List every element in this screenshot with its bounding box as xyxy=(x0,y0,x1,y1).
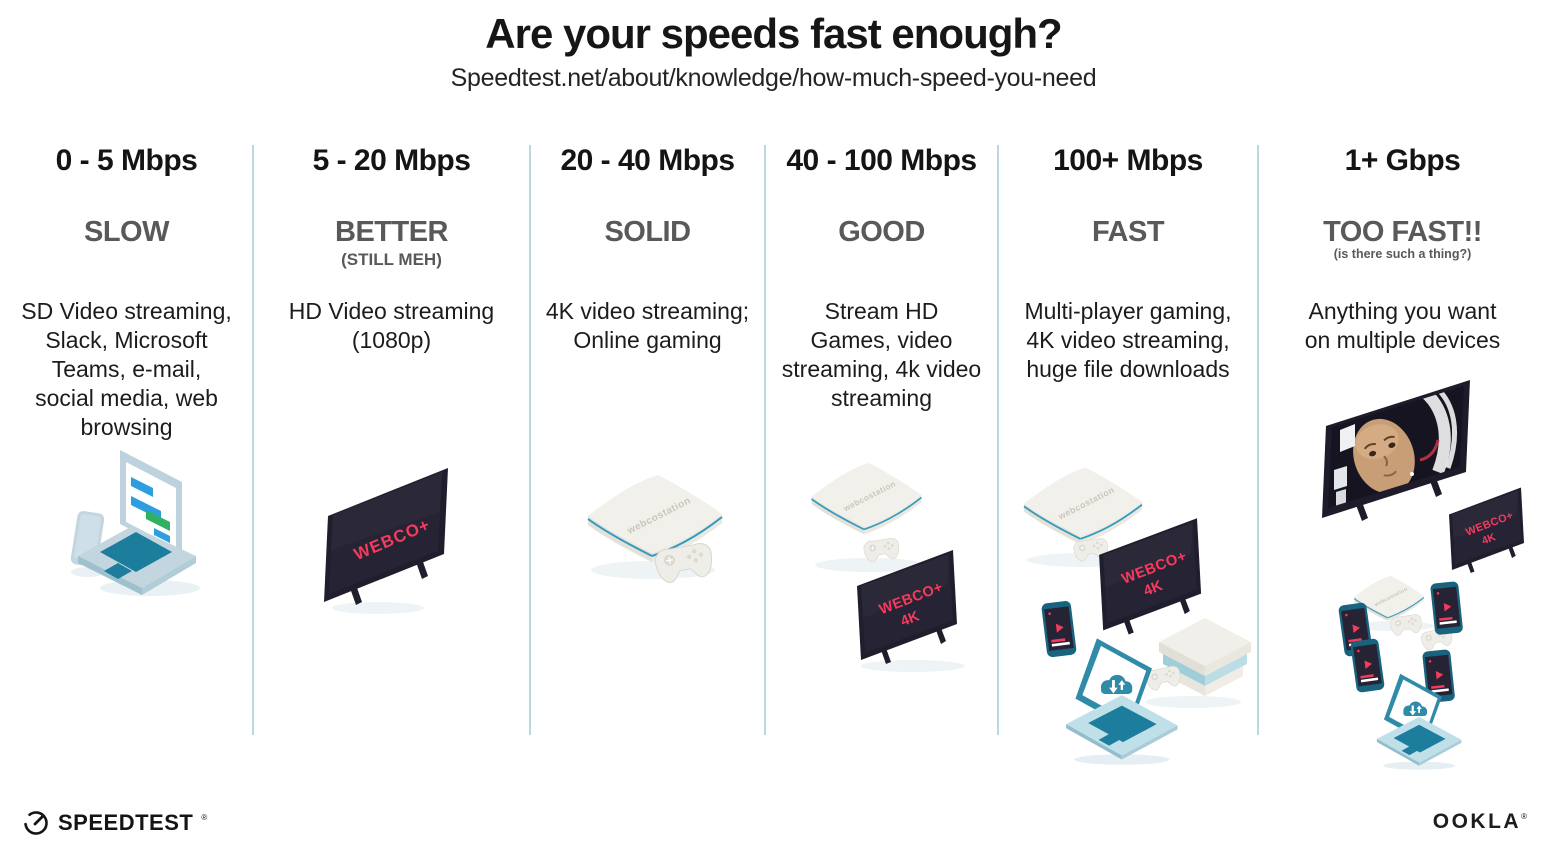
speed-range: 0 - 5 Mbps xyxy=(55,144,198,177)
smartphone-icon xyxy=(1430,581,1464,636)
speed-column-20-40: 20 - 40 Mbps SOLID 4K video streaming; O… xyxy=(530,140,765,780)
rating-label: SOLID xyxy=(604,216,691,248)
multi-device-illustration xyxy=(1023,466,1251,765)
laptop-phone-illustration xyxy=(70,450,200,596)
game-console-icon xyxy=(1023,466,1143,546)
rating-note: (is there such a thing?) xyxy=(1333,247,1472,261)
speed-range: 40 - 100 Mbps xyxy=(786,144,977,177)
rating-note: (STILL MEH) xyxy=(341,250,442,269)
speed-range: 20 - 40 Mbps xyxy=(560,144,735,177)
smartphone-icon xyxy=(1041,600,1077,658)
speedtest-gauge-icon xyxy=(24,811,48,835)
tv-icon xyxy=(324,468,448,605)
tv-4k-icon xyxy=(1099,518,1202,635)
column-description: Anything you want on multiple devices xyxy=(1304,298,1501,353)
speed-range: 5 - 20 Mbps xyxy=(312,144,471,177)
page-subtitle: Speedtest.net/about/knowledge/how-much-s… xyxy=(450,64,1097,92)
rating-label: SLOW xyxy=(84,216,170,248)
column-divider xyxy=(764,145,766,735)
chat-bubble-icon xyxy=(131,477,153,497)
hd-tv-illustration xyxy=(324,468,448,614)
column-divider xyxy=(1257,145,1259,735)
laptop-icon xyxy=(78,450,196,595)
tv-4k-icon xyxy=(1449,487,1524,573)
speed-range: 1+ Gbps xyxy=(1344,144,1461,177)
rating-label: BETTER xyxy=(335,216,449,248)
column-description: Multi-player gaming, 4K video streaming,… xyxy=(1024,298,1232,382)
speed-column-5-20: 5 - 20 Mbps BETTER (STILL MEH) HD Video … xyxy=(253,140,530,780)
column-description: 4K video streaming; Online gaming xyxy=(545,298,750,353)
chat-bubble-icon xyxy=(146,510,170,531)
game-console-illustration xyxy=(587,474,723,586)
rating-label: TOO FAST!! xyxy=(1323,216,1482,248)
rating-label: FAST xyxy=(1091,216,1165,248)
column-divider xyxy=(529,145,531,735)
column-description: SD Video streaming, Slack, Microsoft Tea… xyxy=(21,298,232,440)
speedtest-trademark: ® xyxy=(201,812,208,822)
column-divider xyxy=(252,145,254,735)
column-divider xyxy=(997,145,999,735)
speed-column-40-100: 40 - 100 Mbps GOOD Stream HD Games, vide… xyxy=(765,140,998,780)
speedtest-logo: SPEEDTEST ® xyxy=(22,809,207,837)
movie-tv-icon xyxy=(1320,374,1480,524)
speedtest-wordmark: SPEEDTEST xyxy=(58,810,194,835)
speed-column-100plus: 100+ Mbps FAST Multi-player gaming, 4K v… xyxy=(998,140,1258,780)
ookla-wordmark: OOKLA xyxy=(1432,810,1522,833)
speed-column-1gbps: 1+ Gbps TOO FAST!! (is there such a thin… xyxy=(1258,140,1547,780)
ookla-logo: OOKLA ® xyxy=(1433,810,1527,834)
page-title: Are your speeds fast enough? xyxy=(485,10,1062,57)
speed-range: 100+ Mbps xyxy=(1053,144,1203,177)
column-description: Stream HD Games, video streaming, 4k vid… xyxy=(781,298,982,411)
speed-column-0-5: 0 - 5 Mbps SLOW SD Video streaming, Slac… xyxy=(0,140,253,780)
console-4k-tv-illustration xyxy=(810,462,965,672)
column-description: HD Video streaming (1080p) xyxy=(288,298,495,353)
smartphone-icon xyxy=(1350,638,1385,693)
big-tv-devices-illustration xyxy=(1292,374,1524,770)
ookla-trademark: ® xyxy=(1521,811,1527,821)
chat-bubble-icon xyxy=(154,528,170,543)
game-console-icon xyxy=(810,462,923,536)
rating-label: GOOD xyxy=(838,216,925,248)
